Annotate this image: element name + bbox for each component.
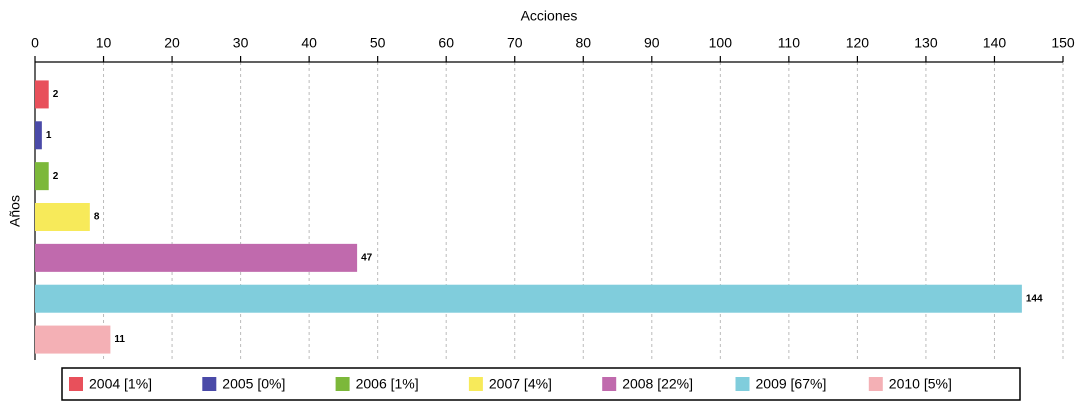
bar xyxy=(35,121,42,150)
value-label: 8 xyxy=(94,212,100,223)
x-tick-label: 110 xyxy=(778,35,801,51)
bar xyxy=(35,162,49,191)
x-tick-label: 130 xyxy=(914,35,938,51)
x-tick-label: 20 xyxy=(164,35,180,51)
x-axis-title: Acciones xyxy=(521,8,578,24)
legend-label: 2010 [5%] xyxy=(889,376,952,392)
value-label: 11 xyxy=(114,334,125,345)
bar xyxy=(35,284,1022,313)
x-tick-label: 10 xyxy=(96,35,112,51)
legend-swatch xyxy=(868,377,883,391)
legend-swatch xyxy=(735,377,750,391)
value-label: 47 xyxy=(361,252,373,263)
legend-label: 2006 [1%] xyxy=(356,376,419,392)
bar xyxy=(35,80,49,109)
legend-label: 2009 [67%] xyxy=(756,376,827,392)
x-tick-label: 60 xyxy=(438,35,454,51)
legend-swatch xyxy=(202,377,217,391)
x-tick-label: 90 xyxy=(644,35,660,51)
x-tick-label: 50 xyxy=(370,35,386,51)
x-tick-label: 150 xyxy=(1051,35,1075,51)
legend-label: 2008 [22%] xyxy=(622,376,693,392)
bar xyxy=(35,203,90,231)
legend-swatch xyxy=(69,377,83,391)
x-tick-label: 0 xyxy=(31,35,39,51)
legend-label: 2007 [4%] xyxy=(489,376,552,392)
legend-swatch xyxy=(468,377,483,391)
bar xyxy=(35,243,358,272)
legend-swatch xyxy=(335,377,350,391)
x-tick-label: 100 xyxy=(709,35,733,51)
value-label: 2 xyxy=(53,89,59,100)
value-label: 144 xyxy=(1026,293,1043,304)
bar xyxy=(35,325,111,354)
y-axis-title: Años xyxy=(7,195,23,227)
x-tick-label: 120 xyxy=(846,35,870,51)
legend-label: 2005 [0%] xyxy=(222,376,285,392)
legend-box xyxy=(61,367,1021,401)
legend-swatch xyxy=(602,377,617,391)
value-label: 2 xyxy=(53,171,59,182)
x-tick-label: 30 xyxy=(233,35,249,51)
value-label: 1 xyxy=(46,130,52,141)
x-tick-label: 70 xyxy=(507,35,523,51)
legend-label: 2004 [1%] xyxy=(89,376,152,392)
x-tick-label: 40 xyxy=(301,35,317,51)
x-tick-label: 80 xyxy=(575,35,591,51)
x-tick-label: 140 xyxy=(983,35,1007,51)
